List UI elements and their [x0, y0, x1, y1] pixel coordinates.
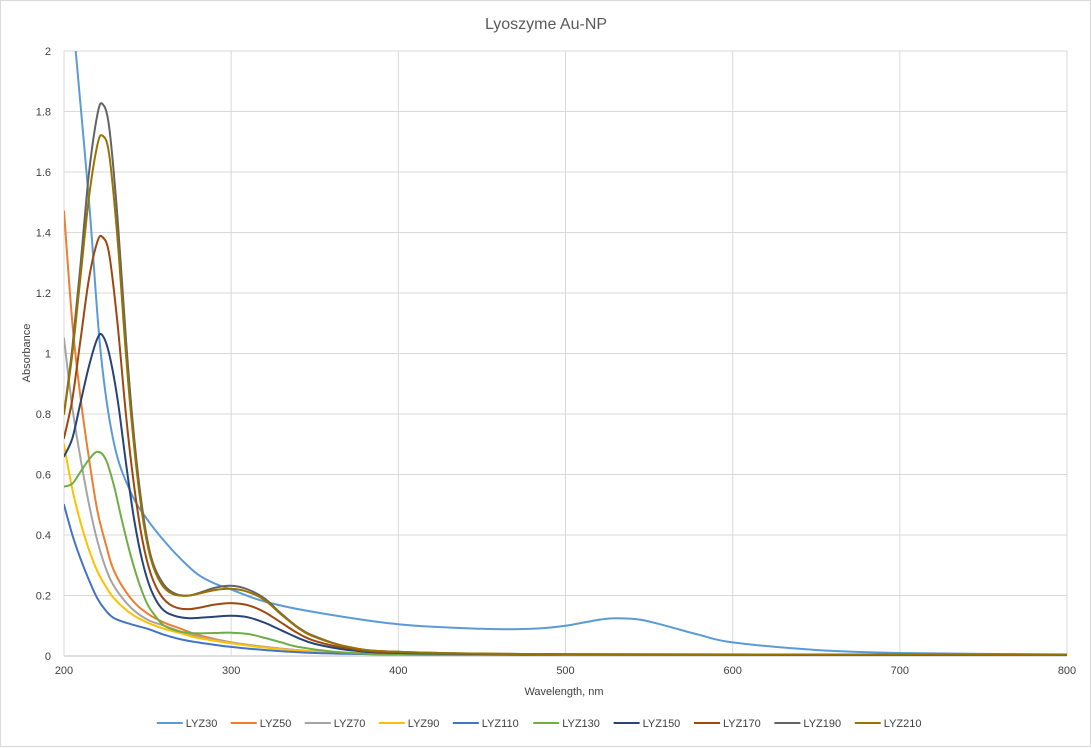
- series-line-lyz150: [64, 332, 1067, 656]
- x-axis-title: Wavelength, nm: [524, 686, 603, 698]
- legend-label: LYZ90: [408, 718, 440, 730]
- legend-label: LYZ150: [643, 718, 681, 730]
- series-line-lyz130: [64, 450, 1067, 656]
- legend-item-lyz70: LYZ70: [304, 718, 366, 730]
- y-tick-label: 1.4: [36, 228, 51, 240]
- legend-item-lyz90: LYZ90: [378, 718, 440, 730]
- x-tick-label: 700: [891, 665, 909, 677]
- legend-label: LYZ130: [562, 718, 600, 730]
- legend-item-lyz50: LYZ50: [230, 718, 292, 730]
- x-tick-label: 600: [723, 665, 741, 677]
- legend-label: LYZ50: [260, 718, 292, 730]
- y-tick-label: 0.2: [36, 591, 51, 603]
- tick-labels: 0 0.2 0.4 0.6 0.8 1 1.2 1.4 1.6 1.8 2 200 300 400 500 6…: [36, 46, 1076, 677]
- chart-title: Lyoszyme Au-NP: [485, 16, 607, 33]
- series-lines: [64, 51, 1067, 656]
- y-tick-label: 0.8: [36, 409, 51, 421]
- legend-label: LYZ210: [884, 718, 922, 730]
- legend-item-lyz30: LYZ30: [156, 718, 218, 730]
- legend-label: LYZ110: [482, 718, 519, 730]
- x-tick-label: 200: [55, 665, 73, 677]
- y-tick-label: 0.4: [36, 530, 51, 542]
- x-tick-label: 500: [556, 665, 574, 677]
- legend-label: LYZ30: [186, 718, 218, 730]
- legend-item-lyz190: LYZ190: [774, 718, 841, 730]
- x-tick-label: 800: [1058, 665, 1076, 677]
- legend-item-lyz130: LYZ130: [533, 718, 600, 730]
- y-axis-title: Absorbance: [21, 324, 33, 383]
- y-tick-label: 0.6: [36, 470, 51, 482]
- y-tick-label: 2: [45, 46, 51, 58]
- gridlines: [63, 50, 1068, 657]
- y-tick-label: 1.6: [36, 167, 51, 179]
- y-tick-label: 0: [45, 651, 51, 663]
- legend-label: LYZ170: [723, 718, 761, 730]
- x-tick-label: 400: [389, 665, 407, 677]
- legend-item-lyz150: LYZ150: [613, 718, 681, 730]
- y-tick-label: 1.2: [36, 288, 51, 300]
- legend-item-lyz170: LYZ170: [694, 718, 761, 730]
- legend-item-lyz210: LYZ210: [854, 718, 922, 730]
- x-tick-label: 300: [222, 665, 240, 677]
- legend-label: LYZ70: [334, 718, 366, 730]
- y-tick-label: 1.8: [36, 107, 51, 119]
- series-line-lyz30: [74, 51, 1067, 656]
- series-line-lyz210: [64, 134, 1067, 656]
- y-tick-label: 1: [45, 349, 51, 361]
- legend: LYZ30 LYZ50 LYZ70 LYZ90 LYZ110 LYZ130 LYZ150 LY…: [156, 718, 922, 730]
- legend-item-lyz110: LYZ110: [452, 718, 519, 730]
- legend-label: LYZ190: [803, 718, 841, 730]
